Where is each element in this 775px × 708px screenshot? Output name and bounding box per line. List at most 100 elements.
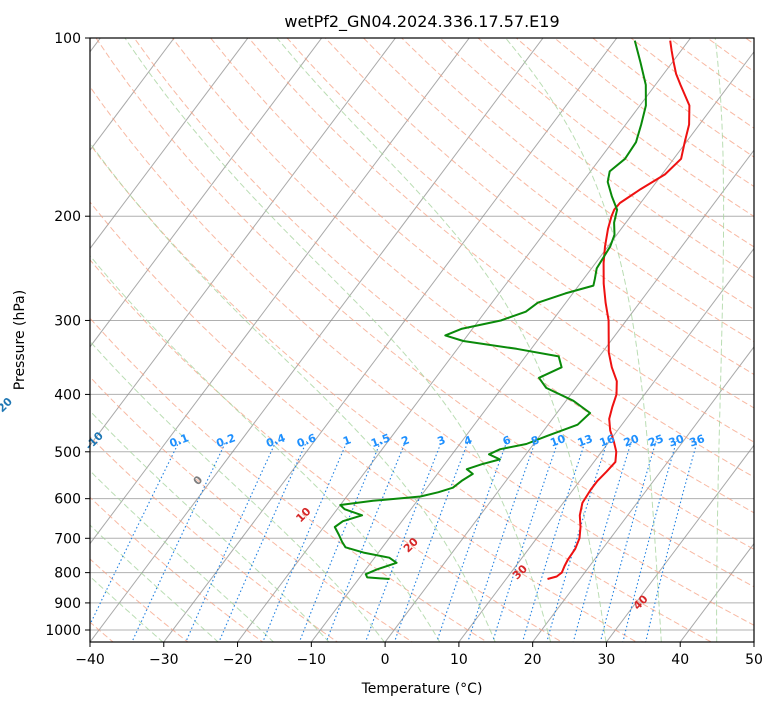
dry-adiabat-line (90, 376, 414, 642)
dry-adiabat-line (90, 317, 488, 642)
mixing-ratio-line (262, 441, 348, 642)
mixing-ratio-label: 20 (622, 432, 641, 450)
mixing-ratio-line (492, 441, 559, 642)
dry-adiabat-line (744, 38, 754, 45)
isotherm-line (310, 50, 754, 642)
moist-adiabat-line (714, 38, 725, 642)
y-tick-label: 900 (54, 596, 81, 612)
reference-lines (90, 11, 775, 655)
mixing-ratio-label: 0.6 (295, 431, 318, 450)
dry-adiabat-line (90, 496, 264, 642)
x-tick-label: 10 (450, 652, 468, 668)
moist-adiabat-line (505, 38, 662, 642)
mixing-ratio-line (645, 441, 698, 642)
plot-frame (89, 37, 755, 643)
dry-adiabat-line (324, 38, 754, 376)
isotherm-line (679, 542, 754, 642)
dry-adiabat-line (90, 259, 563, 642)
y-axis-title: Pressure (hPa) (12, 290, 28, 390)
mixing-ratio-line (467, 441, 536, 642)
dry-adiabat-line (90, 86, 754, 626)
mixing-ratio-label: 1.5 (369, 431, 392, 450)
dry-adiabat-line (248, 38, 754, 443)
dry-adiabat-line (90, 558, 189, 642)
y-tick-label: 400 (54, 387, 81, 403)
moist-adiabat-line (90, 410, 330, 642)
mixing-ratio-label: 1 (341, 433, 353, 448)
reference-line-labels: -100-90-80-70-60-50-40-30-20-10010203040… (0, 395, 707, 613)
mixing-ratio-line (298, 441, 382, 642)
mixing-ratio-label: 6 (501, 433, 513, 448)
dry-adiabat-line (553, 38, 754, 188)
y-tick-label: 200 (54, 209, 81, 225)
mixing-ratio-label: 8 (529, 433, 541, 448)
moist-adiabat-line (90, 142, 496, 642)
dry-adiabat-line (90, 143, 713, 642)
moist-adiabat-line (276, 38, 607, 642)
mixing-ratio-label: 2 (400, 433, 412, 448)
y-tick-label: 700 (54, 531, 81, 547)
isotherm-line (384, 149, 754, 642)
dry-adiabat-line (95, 38, 754, 588)
isotherm-line (236, 38, 692, 642)
mixing-ratio-label: 4 (462, 433, 474, 448)
mixing-ratio-label: 30 (667, 432, 686, 450)
mixing-ratio-label: 16 (598, 432, 617, 450)
dry-adiabat-line (746, 11, 775, 655)
moist-adiabat-line (90, 470, 275, 642)
dry-adiabat-line (90, 201, 638, 642)
x-tick-label: 50 (745, 652, 763, 668)
mixing-ratio-line (572, 441, 633, 642)
chart-title: wetPf2_GN04.2024.336.17.57.E19 (284, 12, 559, 32)
y-tick-label: 500 (54, 445, 81, 461)
profiles (333, 40, 691, 580)
mixing-ratio-line (599, 441, 657, 642)
isotherm-line (163, 38, 618, 642)
moist-adiabat-line (90, 524, 219, 642)
mixing-ratio-line (521, 441, 586, 642)
x-tick-label: 0 (381, 652, 390, 668)
dry-adiabat-line (515, 38, 754, 218)
isotherm-line (458, 247, 754, 642)
mixing-ratio-label: 0.4 (264, 431, 287, 450)
x-tick-label: 40 (671, 652, 689, 668)
isotherm-line (90, 38, 249, 250)
dry-adiabat-label: 40 (631, 592, 651, 612)
dry-adiabat-line (401, 38, 754, 311)
mixing-ratio-line (546, 441, 608, 642)
moist-adiabat-line (124, 38, 552, 642)
y-tick-label: 1000 (45, 623, 81, 639)
moist-adiabat-line (90, 575, 164, 642)
isotherm-line (90, 38, 397, 447)
mixing-ratio-label: 10 (548, 432, 567, 450)
x-axis-title: Temperature (°C) (361, 681, 483, 697)
dry-adiabat-line (133, 38, 754, 550)
y-tick-label: 300 (54, 313, 81, 329)
dry-adiabat-line (90, 435, 339, 642)
dry-adiabat-label: 10 (293, 505, 313, 525)
isotherm-line (605, 444, 754, 642)
mixing-ratio-line (364, 441, 443, 642)
y-tick-label: 600 (54, 492, 81, 508)
mixing-ratio-line (185, 441, 277, 642)
temperature-profile-line (547, 40, 691, 580)
mixing-ratio-label: 0.2 (214, 431, 237, 450)
moist-adiabat-line (90, 340, 385, 642)
y-tick-label: 800 (54, 566, 81, 582)
mixing-ratio-line (90, 441, 180, 626)
x-tick-label: 20 (524, 652, 542, 668)
mixing-ratio-label: 36 (688, 432, 707, 450)
isotherm-line (90, 38, 544, 642)
isotherm-line (90, 38, 470, 545)
moist-adiabat-line (90, 254, 441, 642)
dewpoint-profile-line (333, 40, 647, 580)
mixing-ratio-line (622, 441, 678, 642)
dry-adiabat-label: -20 (0, 395, 15, 418)
mixing-ratio-label: 25 (646, 432, 665, 449)
x-tick-label: −20 (223, 652, 253, 668)
mixing-ratio-label: 0.1 (168, 431, 191, 450)
mixing-ratio-line (218, 441, 308, 642)
y-tick-label: 100 (54, 31, 81, 47)
